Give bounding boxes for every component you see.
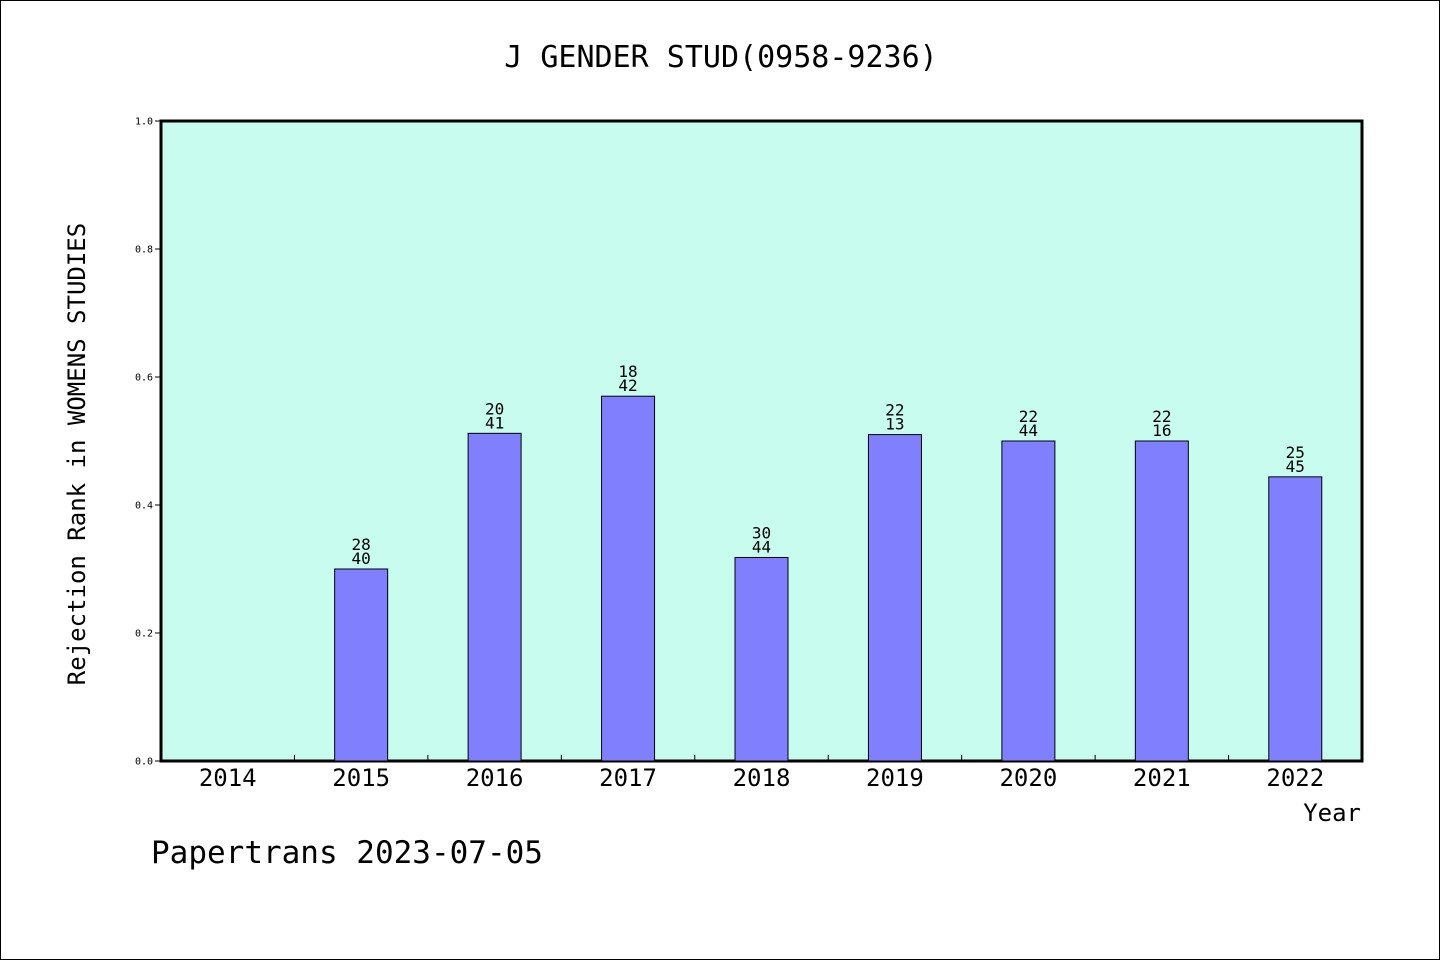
- bar: [334, 568, 389, 762]
- data-label-bottom: 16: [1152, 421, 1171, 440]
- y-tick-label: 0.0: [135, 757, 153, 768]
- x-tick-label: 2018: [733, 764, 791, 792]
- data-label-top: 30: [752, 523, 771, 542]
- bar: [867, 434, 922, 762]
- y-tick-label: 0.8: [135, 245, 153, 256]
- y-tick-label: 0.2: [135, 629, 153, 640]
- data-label-bottom: 40: [352, 549, 371, 568]
- data-label-bottom: 44: [752, 537, 771, 556]
- x-tick-label: 2020: [999, 764, 1057, 792]
- data-label-bottom: 44: [1019, 421, 1038, 440]
- x-tick-label: 2017: [599, 764, 657, 792]
- x-tick-label: 2021: [1133, 764, 1191, 792]
- y-tick-label: 0.4: [135, 501, 153, 512]
- y-axis-ticks: 0.0 0.2 0.4 0.6 0.8 1.0: [135, 117, 161, 768]
- x-axis-ticks: 2014 2015 2016 2017 2018 2019 2020 2021 2022: [199, 755, 1324, 792]
- bar: [467, 432, 522, 762]
- data-label-bottom: 42: [618, 376, 637, 395]
- x-tick-label: 2015: [332, 764, 390, 792]
- data-label-top: 22: [1152, 407, 1171, 426]
- data-label-top: 25: [1286, 443, 1305, 462]
- y-axis-label: Rejection Rank in WOMENS STUDIES: [63, 223, 91, 685]
- footer-credit: Papertrans 2023-07-05: [151, 835, 543, 871]
- bar: [601, 395, 656, 762]
- data-label-top: 28: [352, 535, 371, 554]
- y-tick-label: 0.6: [135, 373, 153, 384]
- data-label-top: 18: [618, 362, 637, 381]
- bar: [734, 556, 789, 762]
- chart-title: J GENDER STUD(0958-9236): [504, 40, 937, 75]
- bars-group: [334, 395, 1323, 762]
- data-label-bottom: 13: [885, 415, 904, 434]
- bar: [1134, 440, 1189, 762]
- x-tick-label: 2014: [199, 764, 257, 792]
- x-axis-label: Year: [1303, 799, 1361, 827]
- data-label-bottom: 41: [485, 413, 504, 432]
- y-tick-label: 1.0: [135, 117, 153, 128]
- bar: [1001, 440, 1056, 762]
- data-label-bottom: 45: [1286, 457, 1305, 476]
- x-tick-label: 2022: [1266, 764, 1324, 792]
- data-label-top: 22: [885, 401, 904, 420]
- data-label-top: 22: [1019, 407, 1038, 426]
- bar: [1268, 476, 1323, 762]
- x-tick-label: 2016: [466, 764, 524, 792]
- x-tick-label: 2019: [866, 764, 924, 792]
- data-label-top: 20: [485, 399, 504, 418]
